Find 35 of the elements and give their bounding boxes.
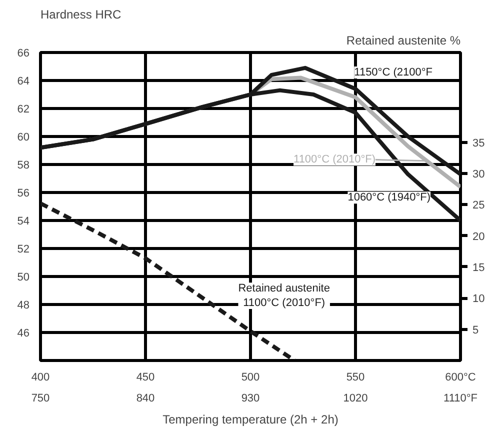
y2-tick-label: 10: [472, 293, 485, 306]
y-tick-label: 58: [17, 160, 30, 172]
x-axis-title: Tempering temperature (2h + 2h): [162, 412, 338, 426]
y-tick-label: 66: [17, 48, 30, 60]
y-tick-label: 64: [17, 76, 30, 88]
x2-tick-label: 840: [136, 392, 155, 404]
y2-tick-label: 30: [472, 168, 485, 180]
y2-tick-label: 5: [472, 324, 479, 336]
series-label: Retained austenite 1100°C (2010°F): [238, 282, 330, 310]
y-tick-label: 50: [17, 272, 30, 284]
x-tick-label: 450: [136, 372, 155, 384]
y-tick-label: 54: [17, 216, 30, 228]
y2-tick-label: 15: [472, 262, 485, 274]
y-tick-label: 46: [17, 328, 30, 340]
y-tick-label: 62: [17, 104, 30, 116]
x2-tick-label: 1020: [343, 392, 368, 404]
legend-label: 1100°C (2010°F): [294, 154, 376, 166]
y2-axis-title: Retained austenite %: [346, 34, 461, 48]
y-tick-label: 56: [17, 188, 30, 200]
series-label: 1150°C (2100°F: [354, 66, 433, 79]
x-tick-label: 500: [241, 372, 260, 384]
x2-tick-label: 930: [241, 392, 260, 404]
x2-tick-label: 1110°F: [444, 392, 478, 404]
x2-tick-label: 750: [31, 392, 50, 404]
x-tick-label: 550: [346, 372, 365, 384]
y-axis-title: Hardness HRC: [40, 8, 122, 22]
y-tick-label: 60: [17, 132, 30, 144]
y-tick-label: 48: [17, 300, 30, 312]
y2-tick-label: 25: [472, 200, 485, 212]
y2-tick-label: 20: [472, 230, 485, 243]
x-tick-label: 600°C: [445, 372, 476, 384]
x-tick-label: 400: [31, 372, 50, 384]
series-label: 1060°C (1940°F): [348, 192, 431, 204]
y2-tick-label: 35: [472, 137, 485, 150]
y-tick-label: 52: [17, 244, 30, 256]
